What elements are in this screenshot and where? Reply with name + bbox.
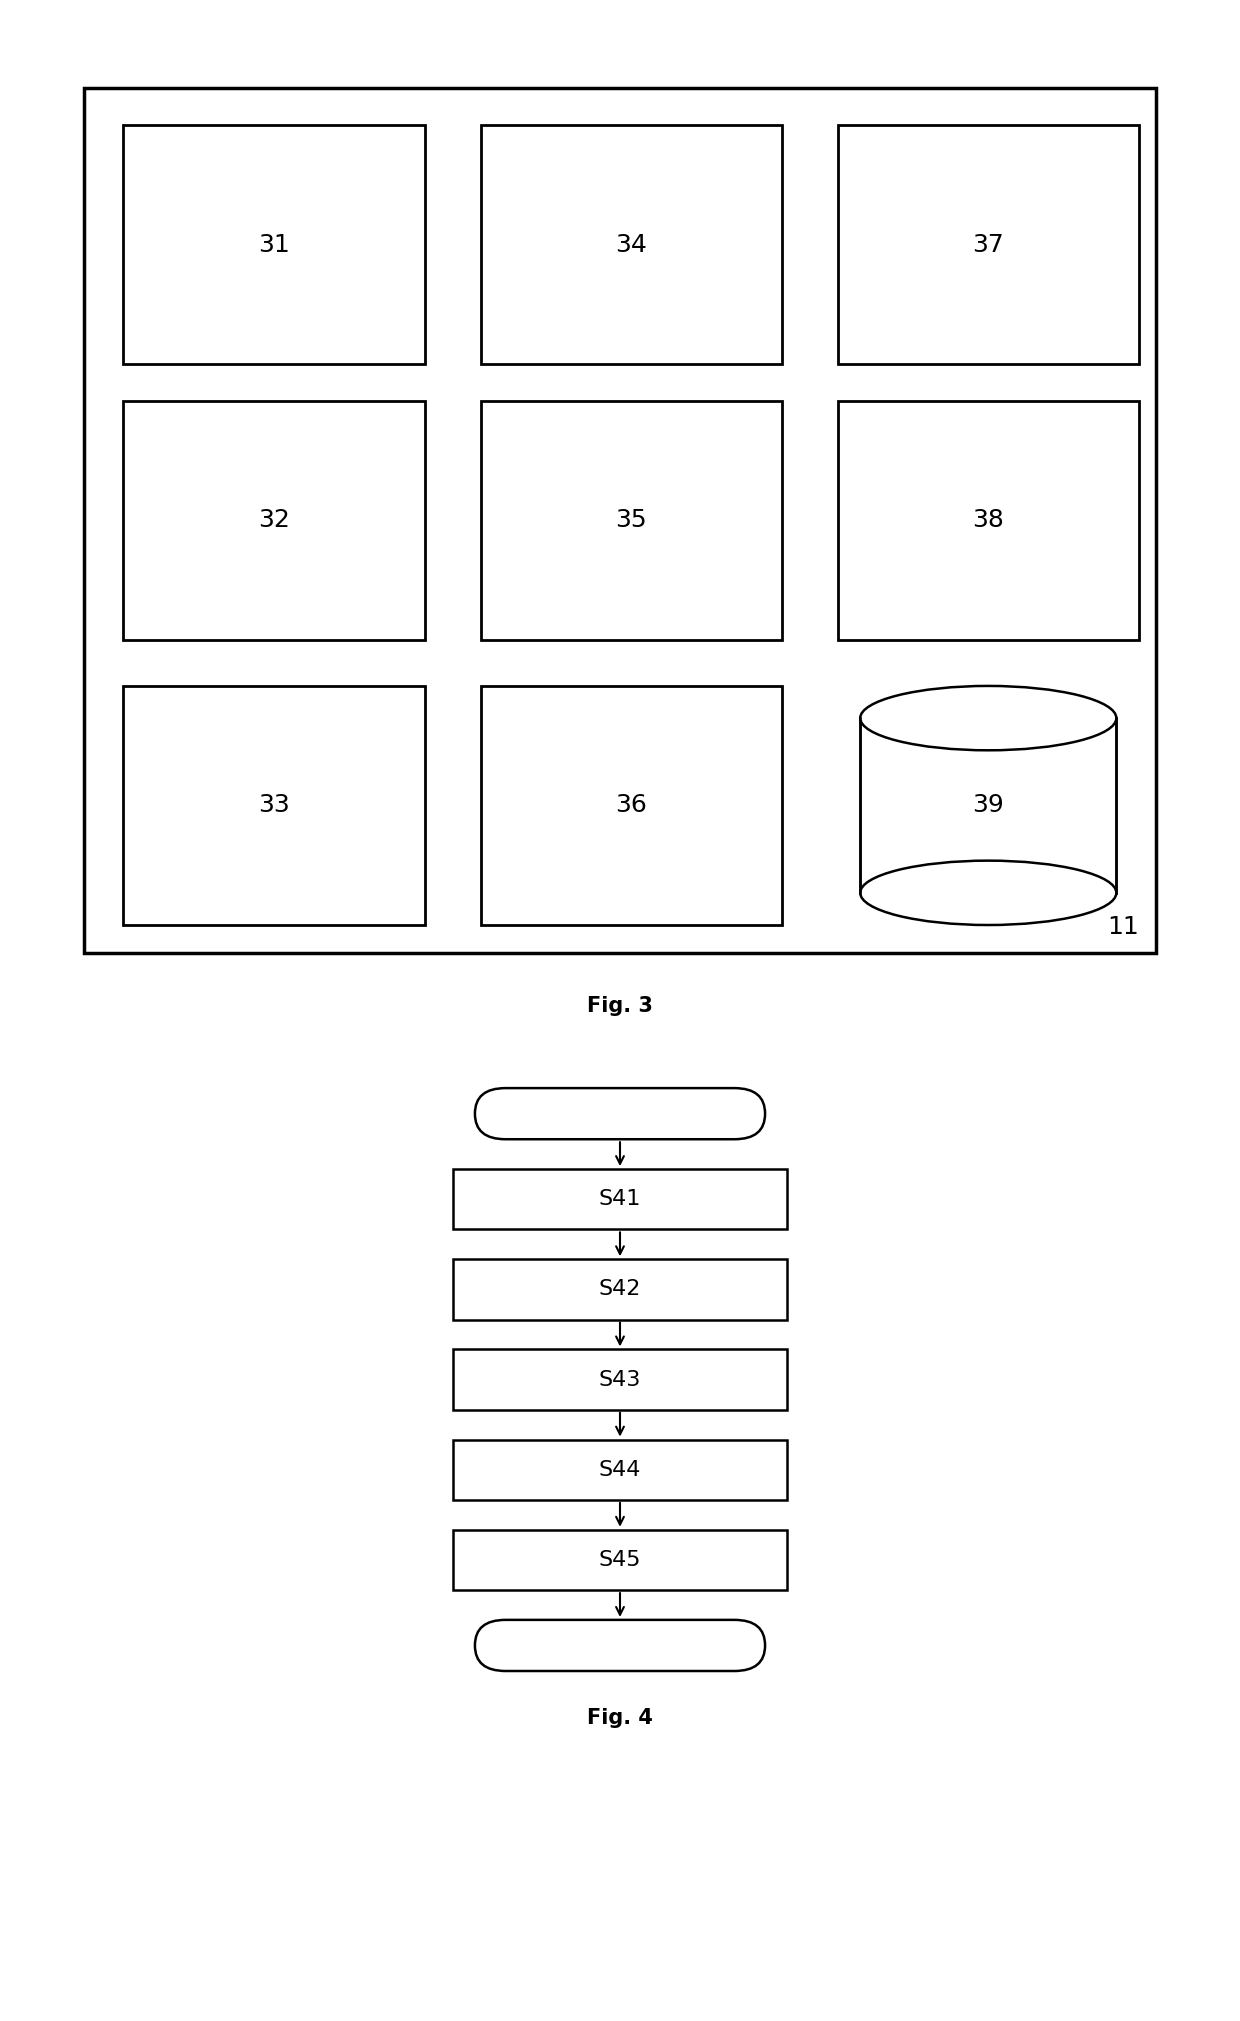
Bar [481,125,781,364]
Text: 31: 31 [258,232,290,257]
Text: S41: S41 [599,1188,641,1209]
Bar [481,400,781,641]
Text: Fig. 4: Fig. 4 [587,1708,653,1728]
Text: 34: 34 [615,232,647,257]
Ellipse shape [861,861,1116,926]
Text: S44: S44 [599,1459,641,1479]
Ellipse shape [861,685,1116,750]
Bar [123,685,424,926]
Bar [453,1168,787,1229]
Text: 38: 38 [972,509,1004,532]
Bar [453,1350,787,1411]
Text: 37: 37 [972,232,1004,257]
FancyBboxPatch shape [475,1087,765,1140]
Text: 36: 36 [615,794,647,816]
Text: 32: 32 [258,509,290,532]
Bar [837,400,1138,641]
Text: 11: 11 [1107,916,1140,940]
Bar [123,400,424,641]
Text: 35: 35 [615,509,647,532]
Bar [453,1530,787,1591]
Text: S42: S42 [599,1279,641,1300]
Bar [861,717,1116,893]
Text: 33: 33 [258,794,290,816]
Bar [123,125,424,364]
Bar [481,685,781,926]
FancyBboxPatch shape [475,1621,765,1671]
Text: Fig. 3: Fig. 3 [587,996,653,1017]
Bar [837,125,1138,364]
Text: S45: S45 [599,1550,641,1570]
Bar [453,1259,787,1320]
Text: 39: 39 [972,794,1004,816]
Bar [453,1439,787,1500]
Text: S43: S43 [599,1370,641,1390]
